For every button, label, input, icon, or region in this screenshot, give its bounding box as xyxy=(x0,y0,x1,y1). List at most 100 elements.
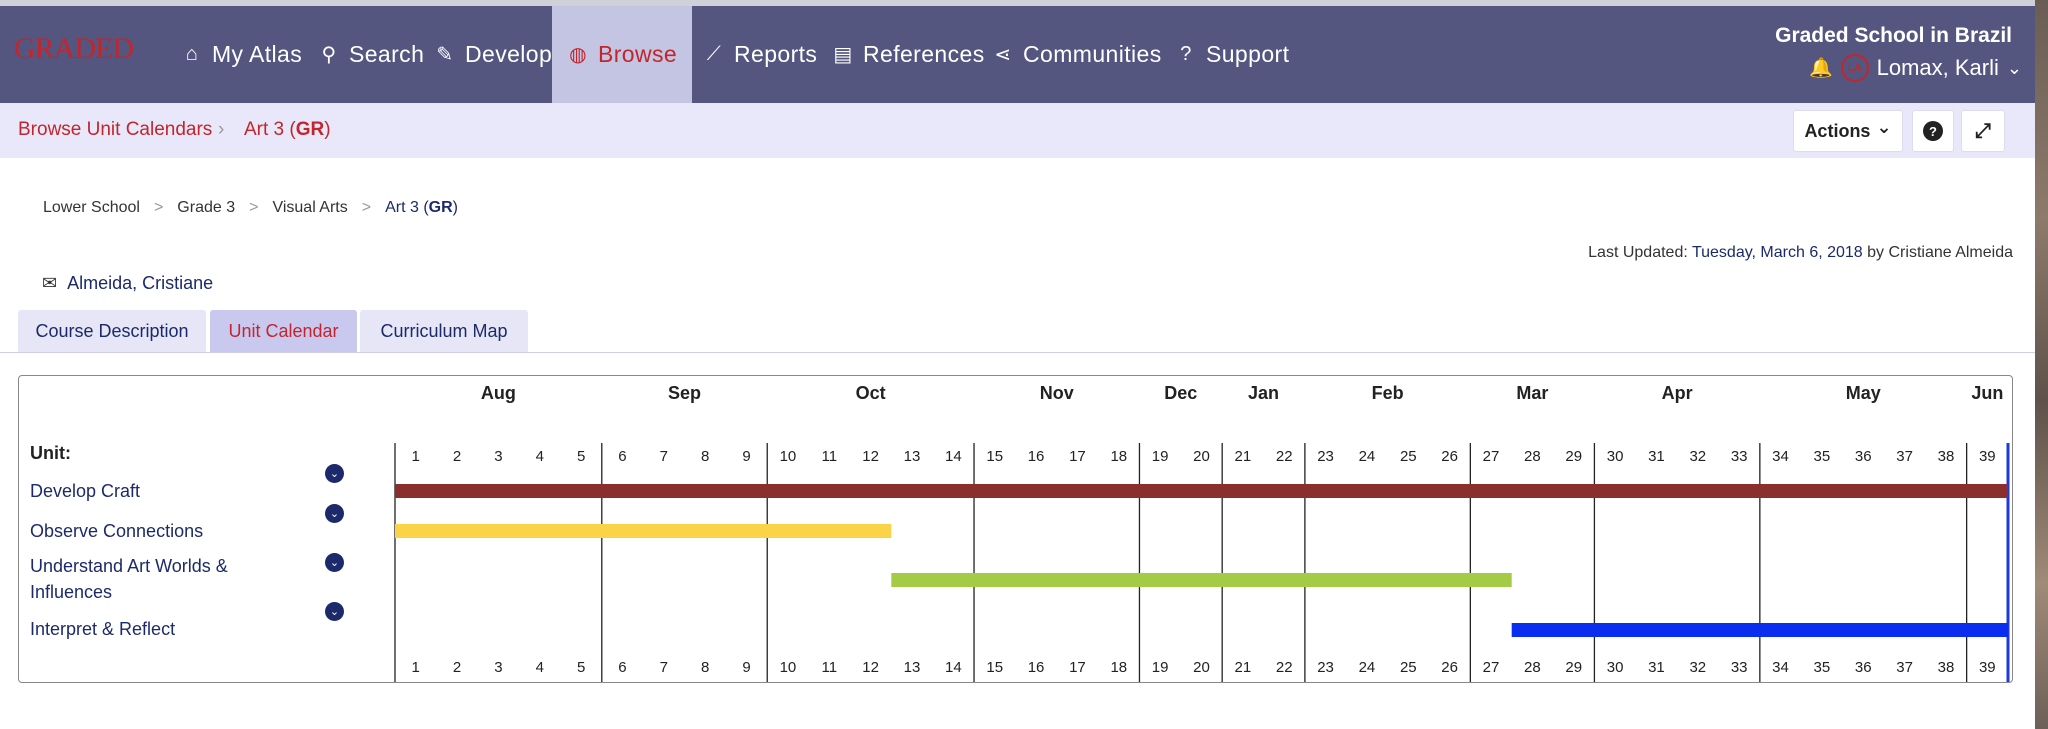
nav-item-references[interactable]: ▤ References xyxy=(823,6,993,103)
trail-item[interactable]: Lower School xyxy=(43,199,140,216)
fullscreen-button[interactable]: ⤢ xyxy=(1961,110,2005,152)
line-chart-icon: ⟋ xyxy=(706,43,722,65)
week-number-bottom: 19 xyxy=(1152,659,1169,676)
nav-item-browse[interactable]: ◍ Browse xyxy=(552,6,692,103)
chevron-down-icon[interactable]: ⌄ xyxy=(325,464,344,483)
nav-item-label: Develop xyxy=(465,41,553,67)
last-updated: Last Updated: Tuesday, March 6, 2018 by … xyxy=(1588,244,2013,262)
school-logo[interactable]: GRADED xyxy=(14,32,134,65)
week-number-bottom: 37 xyxy=(1896,659,1913,676)
unit-bar xyxy=(395,524,892,538)
course-author[interactable]: ✉ Almeida, Cristiane xyxy=(42,273,213,294)
actions-button[interactable]: Actions ⌄ xyxy=(1793,110,1903,152)
nav-item-communities[interactable]: ⋖ Communities xyxy=(983,6,1170,103)
week-number-bottom: 14 xyxy=(945,659,962,676)
week-number-bottom: 36 xyxy=(1855,659,1872,676)
week-number-bottom: 26 xyxy=(1441,659,1458,676)
unit-link[interactable]: Develop Craft xyxy=(30,481,141,501)
week-number-top: 10 xyxy=(780,448,797,465)
week-number-top: 18 xyxy=(1110,448,1127,465)
chevron-down-icon[interactable]: ⌄ xyxy=(2006,57,2022,78)
search-icon: ⚲ xyxy=(321,44,337,66)
school-name: Graded School in Brazil xyxy=(1775,24,2012,47)
week-number-top: 36 xyxy=(1855,448,1872,465)
nav-item-label: Support xyxy=(1206,41,1290,67)
month-label: Jun xyxy=(1971,383,2003,403)
unit-link[interactable]: Observe Connections xyxy=(30,521,204,541)
nav-item-reports[interactable]: ⟋ Reports xyxy=(694,6,825,103)
tab-unit-calendar[interactable]: Unit Calendar xyxy=(210,310,357,352)
nav-item-my-atlas[interactable]: ⌂ My Atlas xyxy=(172,6,310,103)
bell-icon[interactable]: 🔔 xyxy=(1808,58,1833,79)
week-number-bottom: 15 xyxy=(986,659,1003,676)
breadcrumb-browse-unit-calendars[interactable]: Browse Unit Calendars xyxy=(18,119,213,140)
month-label: Jan xyxy=(1248,383,1279,403)
unit-calendar xyxy=(18,375,2013,683)
chevron-down-icon[interactable]: ⌄ xyxy=(325,504,344,523)
breadcrumb-current-course: Art 3 (GR) xyxy=(244,119,331,140)
week-number-top: 23 xyxy=(1317,448,1334,465)
home-icon: ⌂ xyxy=(185,43,199,65)
nav-item-label: Communities xyxy=(1023,41,1162,67)
month-label: Feb xyxy=(1372,383,1404,403)
tab-divider xyxy=(0,352,2035,353)
week-number-bottom: 2 xyxy=(453,659,461,676)
author-name[interactable]: Almeida, Cristiane xyxy=(67,273,214,293)
week-number-bottom: 12 xyxy=(862,659,879,676)
week-number-bottom: 32 xyxy=(1689,659,1706,676)
month-label: Aug xyxy=(481,383,516,403)
week-number-bottom: 3 xyxy=(494,659,502,676)
week-number-top: 11 xyxy=(821,448,837,465)
week-number-top: 16 xyxy=(1028,448,1045,465)
month-label: May xyxy=(1846,383,1881,403)
week-number-top: 19 xyxy=(1152,448,1169,465)
trail-item[interactable]: Grade 3 xyxy=(177,199,236,216)
week-number-top: 28 xyxy=(1524,448,1541,465)
month-label: Mar xyxy=(1516,383,1548,403)
week-number-top: 14 xyxy=(945,448,962,465)
unit-link[interactable]: Understand Art Worlds & Influences xyxy=(30,556,228,602)
week-number-top: 21 xyxy=(1235,448,1252,465)
nav-item-develop[interactable]: ✎ Develop xyxy=(425,6,560,103)
trail-item[interactable]: Art 3 (GR) xyxy=(385,199,458,216)
user-avatar[interactable]: LA xyxy=(1840,54,1869,82)
week-number-bottom: 22 xyxy=(1276,659,1293,676)
desktop-background-edge xyxy=(2035,0,2048,729)
week-number-bottom: 7 xyxy=(660,659,668,676)
week-number-bottom: 9 xyxy=(742,659,750,676)
week-number-top: 34 xyxy=(1772,448,1789,465)
tab-course-description[interactable]: Course Description xyxy=(18,310,206,352)
week-number-top: 26 xyxy=(1441,448,1458,465)
week-number-top: 8 xyxy=(701,448,709,465)
chevron-down-icon[interactable]: ⌄ xyxy=(325,553,344,572)
book-icon: ▤ xyxy=(833,44,853,66)
nav-item-search[interactable]: ⚲ Search xyxy=(309,6,432,103)
nav-item-label: Search xyxy=(349,41,425,67)
week-number-bottom: 30 xyxy=(1607,659,1624,676)
help-button[interactable]: ? xyxy=(1912,110,1954,152)
week-number-bottom: 6 xyxy=(618,659,626,676)
week-number-top: 30 xyxy=(1607,448,1624,465)
unit-link[interactable]: Interpret & Reflect xyxy=(30,619,176,639)
chevron-down-icon[interactable]: ⌄ xyxy=(325,602,344,621)
week-number-bottom: 27 xyxy=(1483,659,1500,676)
week-number-top: 20 xyxy=(1193,448,1210,465)
sub-header-bar xyxy=(0,103,2035,158)
nav-item-support[interactable]: ? Support xyxy=(1166,6,1297,103)
week-number-bottom: 4 xyxy=(536,659,544,676)
user-name[interactable]: Lomax, Karli xyxy=(1876,55,1999,80)
question-circle-icon: ? xyxy=(1923,121,1943,141)
nav-item-label: My Atlas xyxy=(212,41,303,67)
nav-item-label: Reports xyxy=(734,41,818,67)
tab-curriculum-map[interactable]: Curriculum Map xyxy=(360,310,528,352)
user-menu[interactable]: 🔔 LA Lomax, Karli ⌄ xyxy=(1809,54,2022,82)
week-number-bottom: 28 xyxy=(1524,659,1541,676)
week-number-top: 22 xyxy=(1276,448,1293,465)
week-number-bottom: 39 xyxy=(1979,659,1996,676)
week-number-bottom: 29 xyxy=(1565,659,1582,676)
trail-separator: > xyxy=(153,199,164,216)
trail-item[interactable]: Visual Arts xyxy=(272,199,348,216)
week-number-top: 32 xyxy=(1689,448,1706,465)
question-icon: ? xyxy=(1180,43,1192,65)
